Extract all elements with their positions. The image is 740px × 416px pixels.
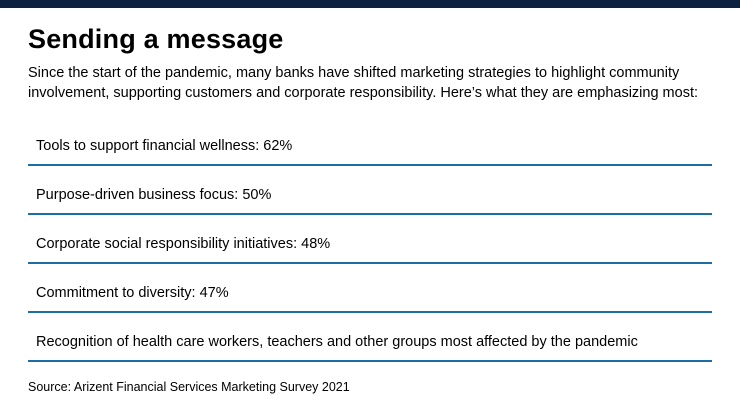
stat-label-recognition: Recognition of health care workers, teac… [36,334,638,350]
top-accent-bar [0,0,740,8]
list-item: Commitment to diversity: 47% [28,264,712,313]
page-title: Sending a message [28,24,284,54]
stat-label-diversity: Commitment to diversity: 47% [36,285,229,301]
stat-label-purpose-driven: Purpose-driven business focus: 50% [36,187,272,203]
stat-list: Tools to support financial wellness: 62%… [28,117,712,362]
list-item: Tools to support financial wellness: 62% [28,117,712,166]
source-attribution: Source: Arizent Financial Services Marke… [28,380,350,394]
content-area: Sending a message Since the start of the… [0,8,740,394]
intro-paragraph: Since the start of the pandemic, many ba… [28,65,699,101]
list-item: Corporate social responsibility initiati… [28,215,712,264]
stat-label-social-responsibility: Corporate social responsibility initiati… [36,236,331,252]
list-item: Purpose-driven business focus: 50% [28,166,712,215]
stat-label-financial-wellness: Tools to support financial wellness: 62% [36,138,293,154]
list-item: Recognition of health care workers, teac… [28,313,712,362]
